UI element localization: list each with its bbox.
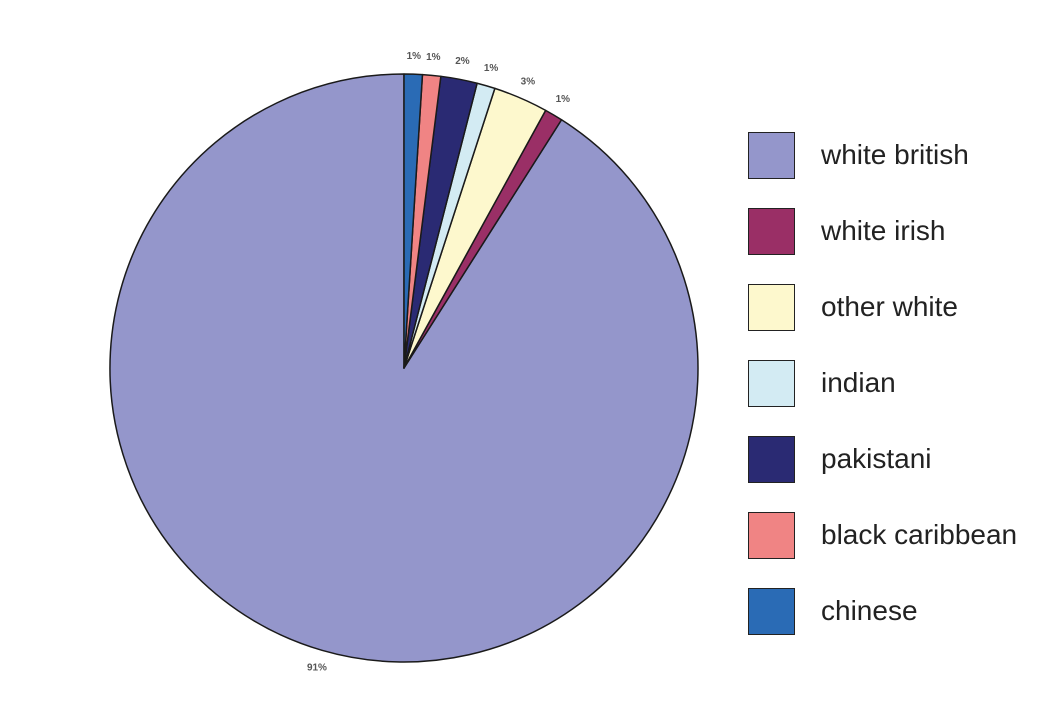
pie-slice-label-indian: 1% (484, 63, 499, 74)
pie-slice-label-pakistani: 2% (455, 56, 470, 67)
pie-slice-label-chinese: 1% (407, 51, 422, 62)
legend-item-indian: indian (748, 345, 1017, 421)
pie-slice-label-white-british: 91% (307, 662, 327, 673)
legend-label: indian (821, 367, 896, 398)
legend-swatch (748, 587, 795, 635)
pie-slice-label-white-irish: 1% (556, 94, 571, 105)
legend-swatch (748, 207, 795, 255)
legend-item-chinese: chinese (748, 573, 1017, 649)
legend: white british white irish other white india… (748, 117, 1017, 649)
legend-swatch (748, 283, 795, 331)
pie-slice-label-other-white: 3% (521, 76, 536, 87)
legend-item-white-british: white british (748, 117, 1017, 193)
pie-slices (109, 73, 699, 663)
legend-swatch (748, 359, 795, 407)
legend-item-black-caribbean: black caribbean (748, 497, 1017, 573)
legend-swatch (748, 511, 795, 559)
legend-label: chinese (821, 595, 918, 626)
pie-chart: 91% 1% 3% 1% 2% 1% 1% (109, 51, 699, 673)
legend-swatch (748, 435, 795, 483)
legend-item-other-white: other white (748, 269, 1017, 345)
pie-slice-chinese (403, 73, 424, 369)
legend-item-pakistani: pakistani (748, 421, 1017, 497)
pie-slice-label-black-caribbean: 1% (426, 52, 441, 63)
legend-label: white irish (821, 215, 946, 246)
legend-swatch (748, 131, 795, 179)
legend-label: black caribbean (821, 519, 1018, 550)
legend-item-white-irish: white irish (748, 193, 1017, 269)
legend-label: pakistani (821, 443, 932, 474)
legend-label: white british (821, 139, 969, 170)
legend-label: other white (821, 291, 958, 322)
pie-slice-labels: 91% 1% 3% 1% 2% 1% 1% (307, 51, 570, 673)
